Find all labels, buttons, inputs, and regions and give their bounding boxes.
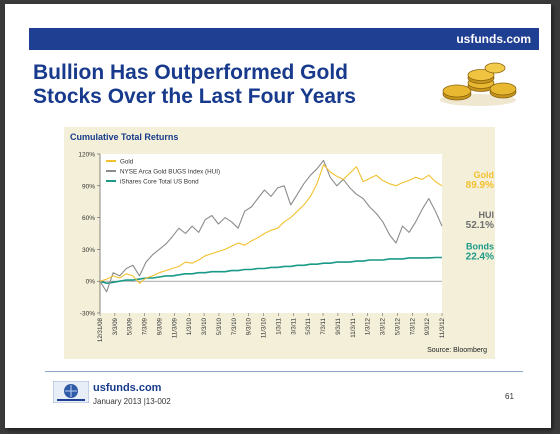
slide-title: Bullion Has Outperformed Gold Stocks Ove… [33,61,413,109]
series-line-gold [99,164,443,284]
x-tick-label: 5/3/12 [394,317,401,335]
y-tick-label: 30% [82,247,95,254]
x-tick-label: 7/3/09 [142,317,149,335]
x-tick-label: 11/3/12 [439,317,446,338]
title-line-2: Stocks Over the Last Four Years [33,85,356,108]
gold-coins-image [440,62,517,106]
x-tick-label: 7/3/11 [320,317,327,334]
chart-title: Cumulative Total Returns [70,132,179,142]
x-tick-label: 1/3/11 [275,317,282,334]
x-tick-label: 9/3/11 [335,317,342,334]
chart-panel: Cumulative Total Returns 120% 90% 60% 30% 0%… [64,127,495,359]
x-tick-label: 11/3/10 [261,317,268,338]
slide: usfunds.com Bullion Has Outperformed Gol… [5,4,551,428]
x-tick-label: 5/3/10 [216,317,223,335]
x-tick-label: 3/3/11 [290,317,297,334]
x-tick-label: 3/3/10 [201,317,208,335]
x-tick-label: 11/3/09 [171,317,178,338]
line-chart: 120% 90% 60% 30% 0% -30%12/31/08 3/3/09 5/3/09 7… [78,152,495,343]
x-tick-label: 3/3/12 [380,317,387,335]
title-line-1: Bullion Has Outperformed Gold [33,61,349,84]
y-tick-label: 60% [82,215,95,222]
x-tick-label: 1/3/12 [365,317,372,335]
x-tick-label: 9/3/12 [424,317,431,335]
plot-area [100,154,442,313]
x-tick-label: 5/3/11 [305,317,312,334]
chart-source: Source: Bloomberg [427,347,487,354]
footer-divider [45,371,523,372]
x-tick-label: 9/3/09 [156,317,163,335]
us-global-logo [53,381,89,403]
x-tick-label: 7/3/12 [409,317,416,335]
footer-url[interactable]: usfunds.com [93,382,162,394]
y-tick-label: -30% [80,311,95,318]
series-line-bonds [99,256,442,285]
x-tick-label: 9/3/10 [246,317,253,335]
x-tick-label: 3/3/09 [112,317,119,335]
y-tick-label: 0% [86,279,96,286]
series-end-name: Bonds [466,241,494,251]
series-end-value: 22.4% [466,251,494,262]
x-tick-label: 1/3/10 [186,317,193,335]
x-tick-label: 12/31/08 [97,317,104,342]
x-tick-label: 11/3/11 [350,317,357,337]
series-line-hui [99,159,443,293]
series-end-value: 89.9% [466,180,494,191]
header-bar: usfunds.com [29,28,539,50]
legend-label: Gold [120,159,134,166]
y-tick-label: 120% [78,152,95,159]
legend-label: iShares Core Total US Bond [120,179,199,186]
series-end-name: Gold [474,170,495,180]
site-url: usfunds.com [456,32,531,46]
page-number: 61 [505,392,514,401]
x-tick-label: 5/3/09 [127,317,134,335]
footer-date: January 2013 |13-002 [93,397,171,406]
x-tick-label: 7/3/10 [231,317,238,335]
series-end-name: HUI [479,210,495,220]
series-end-value: 52.1% [466,220,494,231]
y-tick-label: 90% [82,183,95,190]
legend-label: NYSE Arca Gold BUGS Index (HUI) [120,169,220,176]
